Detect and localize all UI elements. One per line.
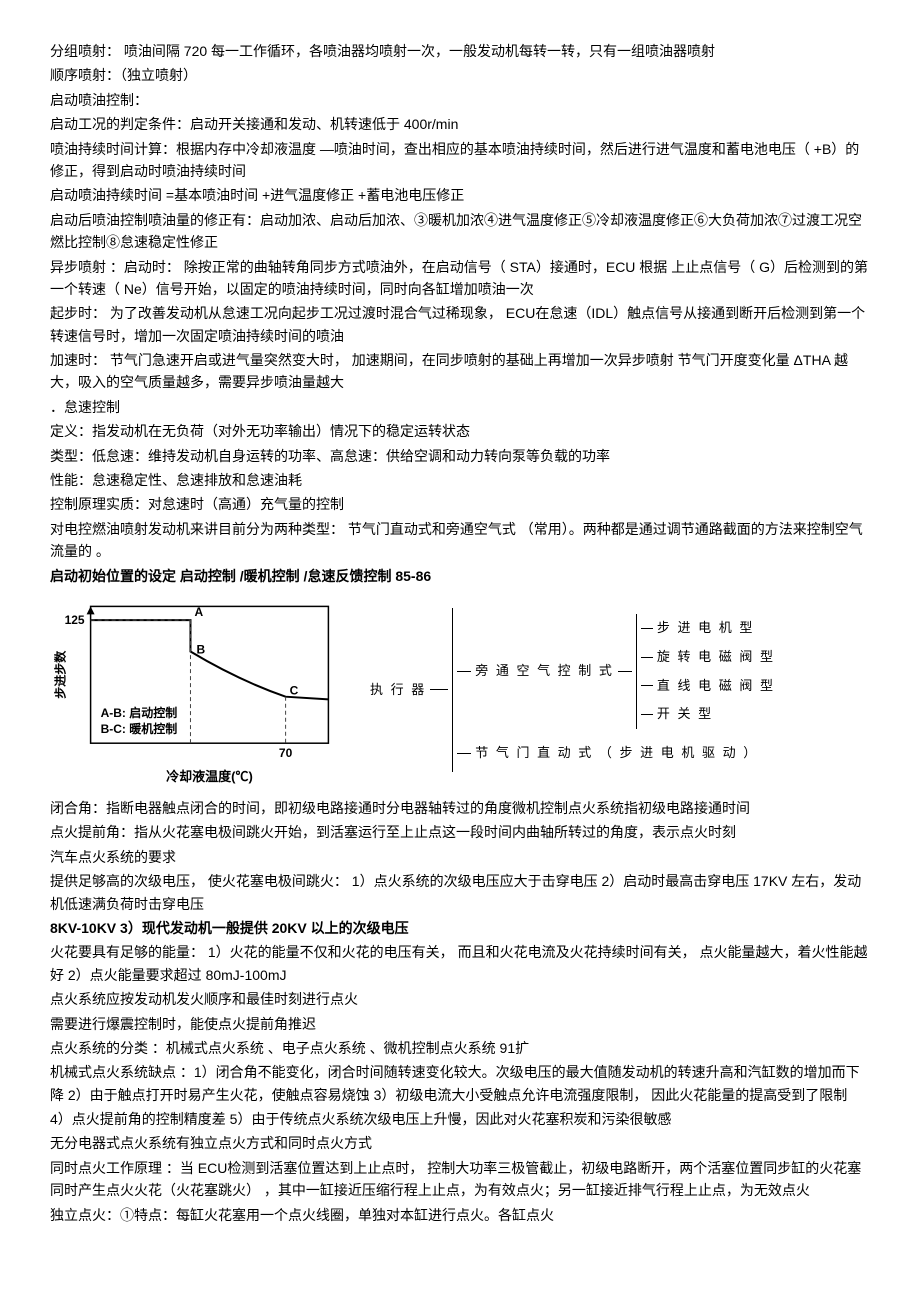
para: 点火系统应按发动机发火顺序和最佳时刻进行点火: [50, 988, 870, 1010]
tree-branch: 节 气 门 直 动 式 （ 步 进 电 机 驱 动 ）: [475, 741, 758, 766]
svg-text:冷却液温度(℃): 冷却液温度(℃): [166, 769, 253, 784]
para: 无分电器式点火系统有独立点火方式和同时点火方式: [50, 1132, 870, 1154]
para: 对电控燃油喷射发动机来讲目前分为两种类型： 节气门直动式和旁通空气式 （常用）。…: [50, 518, 870, 563]
svg-text:125: 125: [65, 613, 85, 627]
para: 加速时： 节气门急速开启或进气量突然变大时， 加速期间，在同步喷射的基础上再增加…: [50, 349, 870, 394]
para: 异步喷射 ：启动时： 除按正常的曲轴转角同步方式喷油外，在启动信号（ STA）接…: [50, 256, 870, 301]
para: 机械式点火系统缺点 ：1）闭合角不能变化，闭合时间随转速变化较大。次级电压的最大…: [50, 1061, 870, 1106]
para: 性能：怠速稳定性、怠速排放和怠速油耗: [50, 469, 870, 491]
tree-leaf: 开 关 型: [657, 702, 713, 727]
para: 点火提前角：指从火花塞电极间跳火开始，到活塞运行至上止点这一段时间内曲轴所转过的…: [50, 821, 870, 843]
tree-root: 执 行 器: [370, 678, 426, 703]
svg-text:B: B: [196, 643, 205, 657]
tree-leaf: 旋 转 电 磁 阀 型: [657, 645, 775, 670]
para: 独立点火：①特点：每缸火花塞用一个点火线圈，单独对本缸进行点火。各缸点火: [50, 1204, 870, 1226]
svg-text:70: 70: [279, 746, 293, 760]
actuator-tree: 执 行 器 旁 通 空 气 控 制 式 步 进 电 机 型旋 转 电 磁 阀 型直 …: [370, 608, 870, 771]
para: 点火系统的分类 ：机械式点火系统 、电子点火系统 、微机控制点火系统 91扩: [50, 1037, 870, 1059]
para: 启动喷油控制：: [50, 89, 870, 111]
step-curve-chart: A B C 125 70 步进步数冷却液温度(℃) A-B: 启动控制B-C: 暖机控制: [50, 595, 340, 785]
para: 顺序喷射：（独立喷射）: [50, 64, 870, 86]
para: 启动后喷油控制喷油量的修正有：启动加浓、启动后加浓、③暖机加浓④进气温度修正⑤冷…: [50, 209, 870, 254]
para: 8KV-10KV 3）现代发动机一般提供 20KV 以上的次级电压: [50, 917, 870, 939]
para: 启动喷油持续时间 =基本喷油时间 +进气温度修正 +蓄电池电压修正: [50, 184, 870, 206]
svg-text:A: A: [194, 605, 203, 619]
para: 启动工况的判定条件：启动开关接通和发动、机转速低于 400r/min: [50, 113, 870, 135]
para: 同时点火工作原理 ：当 ECU检测到活塞位置达到上止点时， 控制大功率三极管截止…: [50, 1157, 870, 1202]
svg-text:步进步数: 步进步数: [53, 650, 68, 699]
para: 闭合角：指断电器触点闭合的时间，即初级电路接通时分电器轴转过的角度微机控制点火系…: [50, 797, 870, 819]
para: 汽车点火系统的要求: [50, 846, 870, 868]
para: 起步时： 为了改善发动机从怠速工况向起步工况过渡时混合气过稀现象， ECU在怠速…: [50, 302, 870, 347]
para: 分组喷射： 喷油间隔 720 每一工作循环，各喷油器均喷射一次，一般发动机每转一…: [50, 40, 870, 62]
para: 4）点火提前角的控制精度差 5）由于传统点火系统次级电压上升慢，因此对火花塞积炭…: [50, 1108, 870, 1130]
svg-text:B-C: 暖机控制: B-C: 暖机控制: [101, 721, 178, 736]
section-heading: 启动初始位置的设定 启动控制 /暖机控制 /怠速反馈控制 85-86: [50, 565, 870, 587]
tree-leaf: 步 进 电 机 型: [657, 616, 754, 641]
para: 需要进行爆震控制时，能使点火提前角推迟: [50, 1013, 870, 1035]
para: 类型：低怠速：维持发动机自身运转的功率、高怠速：供给空调和动力转向泵等负载的功率: [50, 445, 870, 467]
para: 定义：指发动机在无负荷（对外无功率输出）情况下的稳定运转状态: [50, 420, 870, 442]
tree-leaf: 直 线 电 磁 阀 型: [657, 674, 775, 699]
para: 控制原理实质：对怠速时（高通）充气量的控制: [50, 493, 870, 515]
svg-text:A-B: 启动控制: A-B: 启动控制: [101, 705, 178, 720]
para: 提供足够高的次级电压， 使火花塞电极间跳火： 1）点火系统的次级电压应大于击穿电…: [50, 870, 870, 915]
para: ．怠速控制: [50, 396, 870, 418]
para: 喷油持续时间计算：根据内存中冷却液温度 ―喷油时间，查出相应的基本喷油持续时间，…: [50, 138, 870, 183]
para: 火花要具有足够的能量： 1）火花的能量不仅和火花的电压有关， 而且和火花电流及火…: [50, 941, 870, 986]
tree-branch: 旁 通 空 气 控 制 式: [475, 659, 614, 684]
svg-text:C: C: [290, 684, 299, 698]
figure-row: A B C 125 70 步进步数冷却液温度(℃) A-B: 启动控制B-C: 暖机控制 执…: [50, 595, 870, 785]
